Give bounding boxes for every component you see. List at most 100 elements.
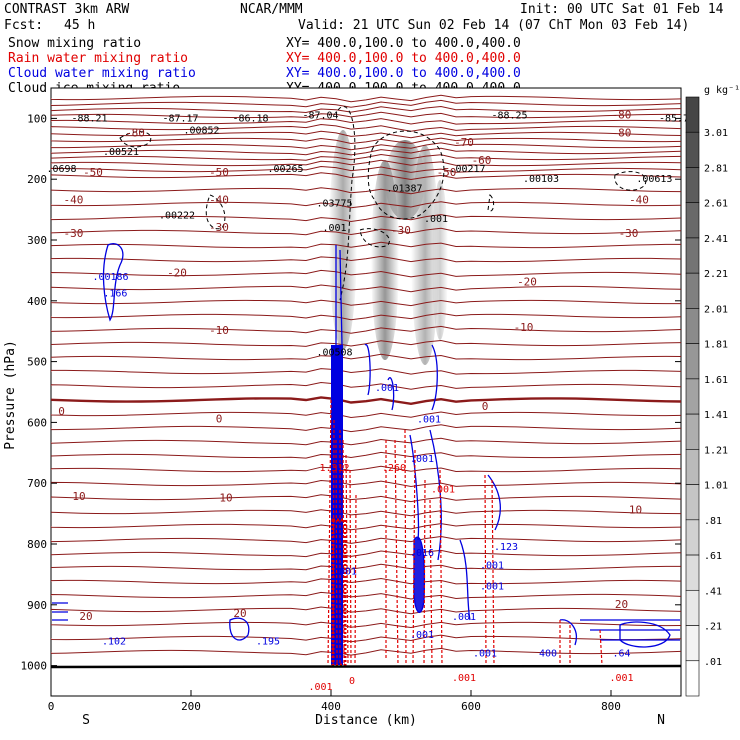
colorbar-swatch [685,343,700,380]
high-label: .0698 [46,164,76,175]
header-source: NCAR/MMM [240,2,303,17]
temperature-contour-line [51,201,681,209]
high-label: -85.7 [659,113,689,124]
cloud-water-label: .001 [410,630,434,641]
colorbar-label: 1.41 [704,410,728,421]
temperature-label: -30 [391,224,411,237]
colorbar-label: 2.61 [704,199,728,210]
temperature-label: 0 [216,412,223,425]
y-tick-label: 700 [27,477,47,490]
temperature-contour-line [51,479,681,488]
colorbar-swatch [685,167,700,204]
cloud-water-label: .166 [103,289,127,300]
colorbar-swatch [685,589,700,626]
colorbar-label: 1.81 [704,340,728,351]
high-label: .00613 [636,174,672,185]
y-tick-label: 1000 [21,660,48,673]
colorbar-swatch [685,449,700,485]
cloud-water-label: .123 [494,542,518,553]
rain-water-label: .260 [382,463,406,474]
temperature-label: -30 [619,227,639,240]
cloud-water-label: .00186 [92,272,128,283]
field-xy-snow: XY= 400.0,100.0 to 400.0,400.0 [286,36,521,51]
cloud-water-label: .001 [410,454,434,465]
temperature-contour-line [51,130,681,139]
temperature-contour-line [51,368,681,375]
temperature-label: -10 [209,324,229,337]
rain-water-label: 0 [349,676,355,687]
temperature-label: -70 [454,136,474,149]
high-label: .00222 [159,211,195,222]
y-tick-label: 400 [27,295,47,308]
temperature-contour-line [51,187,681,195]
temperature-contour-line [51,634,681,643]
snow-shading [329,130,448,365]
temperature-contour-line [51,284,681,293]
temperature-label: -80 [125,127,145,140]
high-label: .00217 [449,164,485,175]
colorbar-label: .21 [704,622,722,633]
temperature-contour-line [51,591,681,600]
high-label: .03775 [316,199,352,210]
field-label-cloud-water: Cloud water mixing ratio [8,66,196,81]
cloud-water-label: .64 [612,648,630,659]
temperature-label: 10 [629,504,642,517]
temperature-contour-line [51,111,681,119]
temperature-contour-line [51,353,681,361]
high-label: .001 [322,223,346,234]
cloud-ice-contours [119,106,647,301]
colorbar-swatch [685,202,700,239]
cloud-water-label: .001 [480,582,504,593]
colorbar-label: 2.81 [704,163,728,174]
colorbar-label: .41 [704,586,722,597]
y-tick-label: 800 [27,538,47,551]
rain-core [331,518,347,667]
x-tick-label: 200 [181,700,201,713]
temperature-contour-line [51,465,681,473]
temperature-contour-line [51,269,681,278]
temperature-label: -20 [167,266,187,279]
colorbar-swatch [685,237,700,274]
temperature-label: -50 [437,166,457,179]
temperature-contour-line [51,147,681,156]
field-xy-rain: XY= 400.0,100.0 to 400.0,400.0 [286,51,521,66]
temperature-contour-line [51,411,681,419]
high-label: -87.04 [302,110,338,121]
y-tick-label: 200 [27,173,47,186]
temperature-contour-line [51,621,681,629]
x-axis: 0 200 400 600 800 [48,690,621,713]
cloud-water-label: .102 [102,636,126,647]
y-tick-label: 500 [27,356,47,369]
temperature-contour-line [51,424,681,433]
high-label: -88.21 [71,113,107,124]
temperature-contour-line [51,606,681,615]
temperature-label: -40 [209,194,229,207]
colorbar-label: .81 [704,516,722,527]
temperature-label: 20 [79,610,92,623]
temperature-contour-line [51,549,681,558]
cloud-water-label: .001 [375,383,399,394]
x-tick-label: 0 [48,700,55,713]
x-axis-south: S [82,713,90,728]
temperature-label: -20 [517,276,537,289]
temperature-label: 10 [219,491,232,504]
temperature-label: -10 [514,321,534,334]
temperature-contour-line [51,437,681,446]
temperature-label: -50 [209,166,229,179]
rain-water-contours [327,399,603,666]
high-label: .00852 [183,126,219,137]
rain-water-labels: 1.312 .260 .001 .001 .001 .001 0 [308,463,633,693]
colorbar-label: 1.61 [704,375,728,386]
temperature-contour-line [51,99,681,108]
colorbar-label: 2.41 [704,234,728,245]
cloud-water-label: .001 [480,560,504,571]
colorbar-swatch [685,378,700,415]
colorbar-swatch [685,554,700,591]
colorbar-label: 3.01 [704,128,728,139]
high-label: .001 [424,214,448,225]
cloud-water-labels: .00186 .166 .001 .001 .001 .016 .123 .001 .001 .0… [92,272,630,659]
colorbar-swatch [685,660,700,697]
y-tick-label: 100 [27,112,47,125]
temperature-contour-line [51,312,681,321]
